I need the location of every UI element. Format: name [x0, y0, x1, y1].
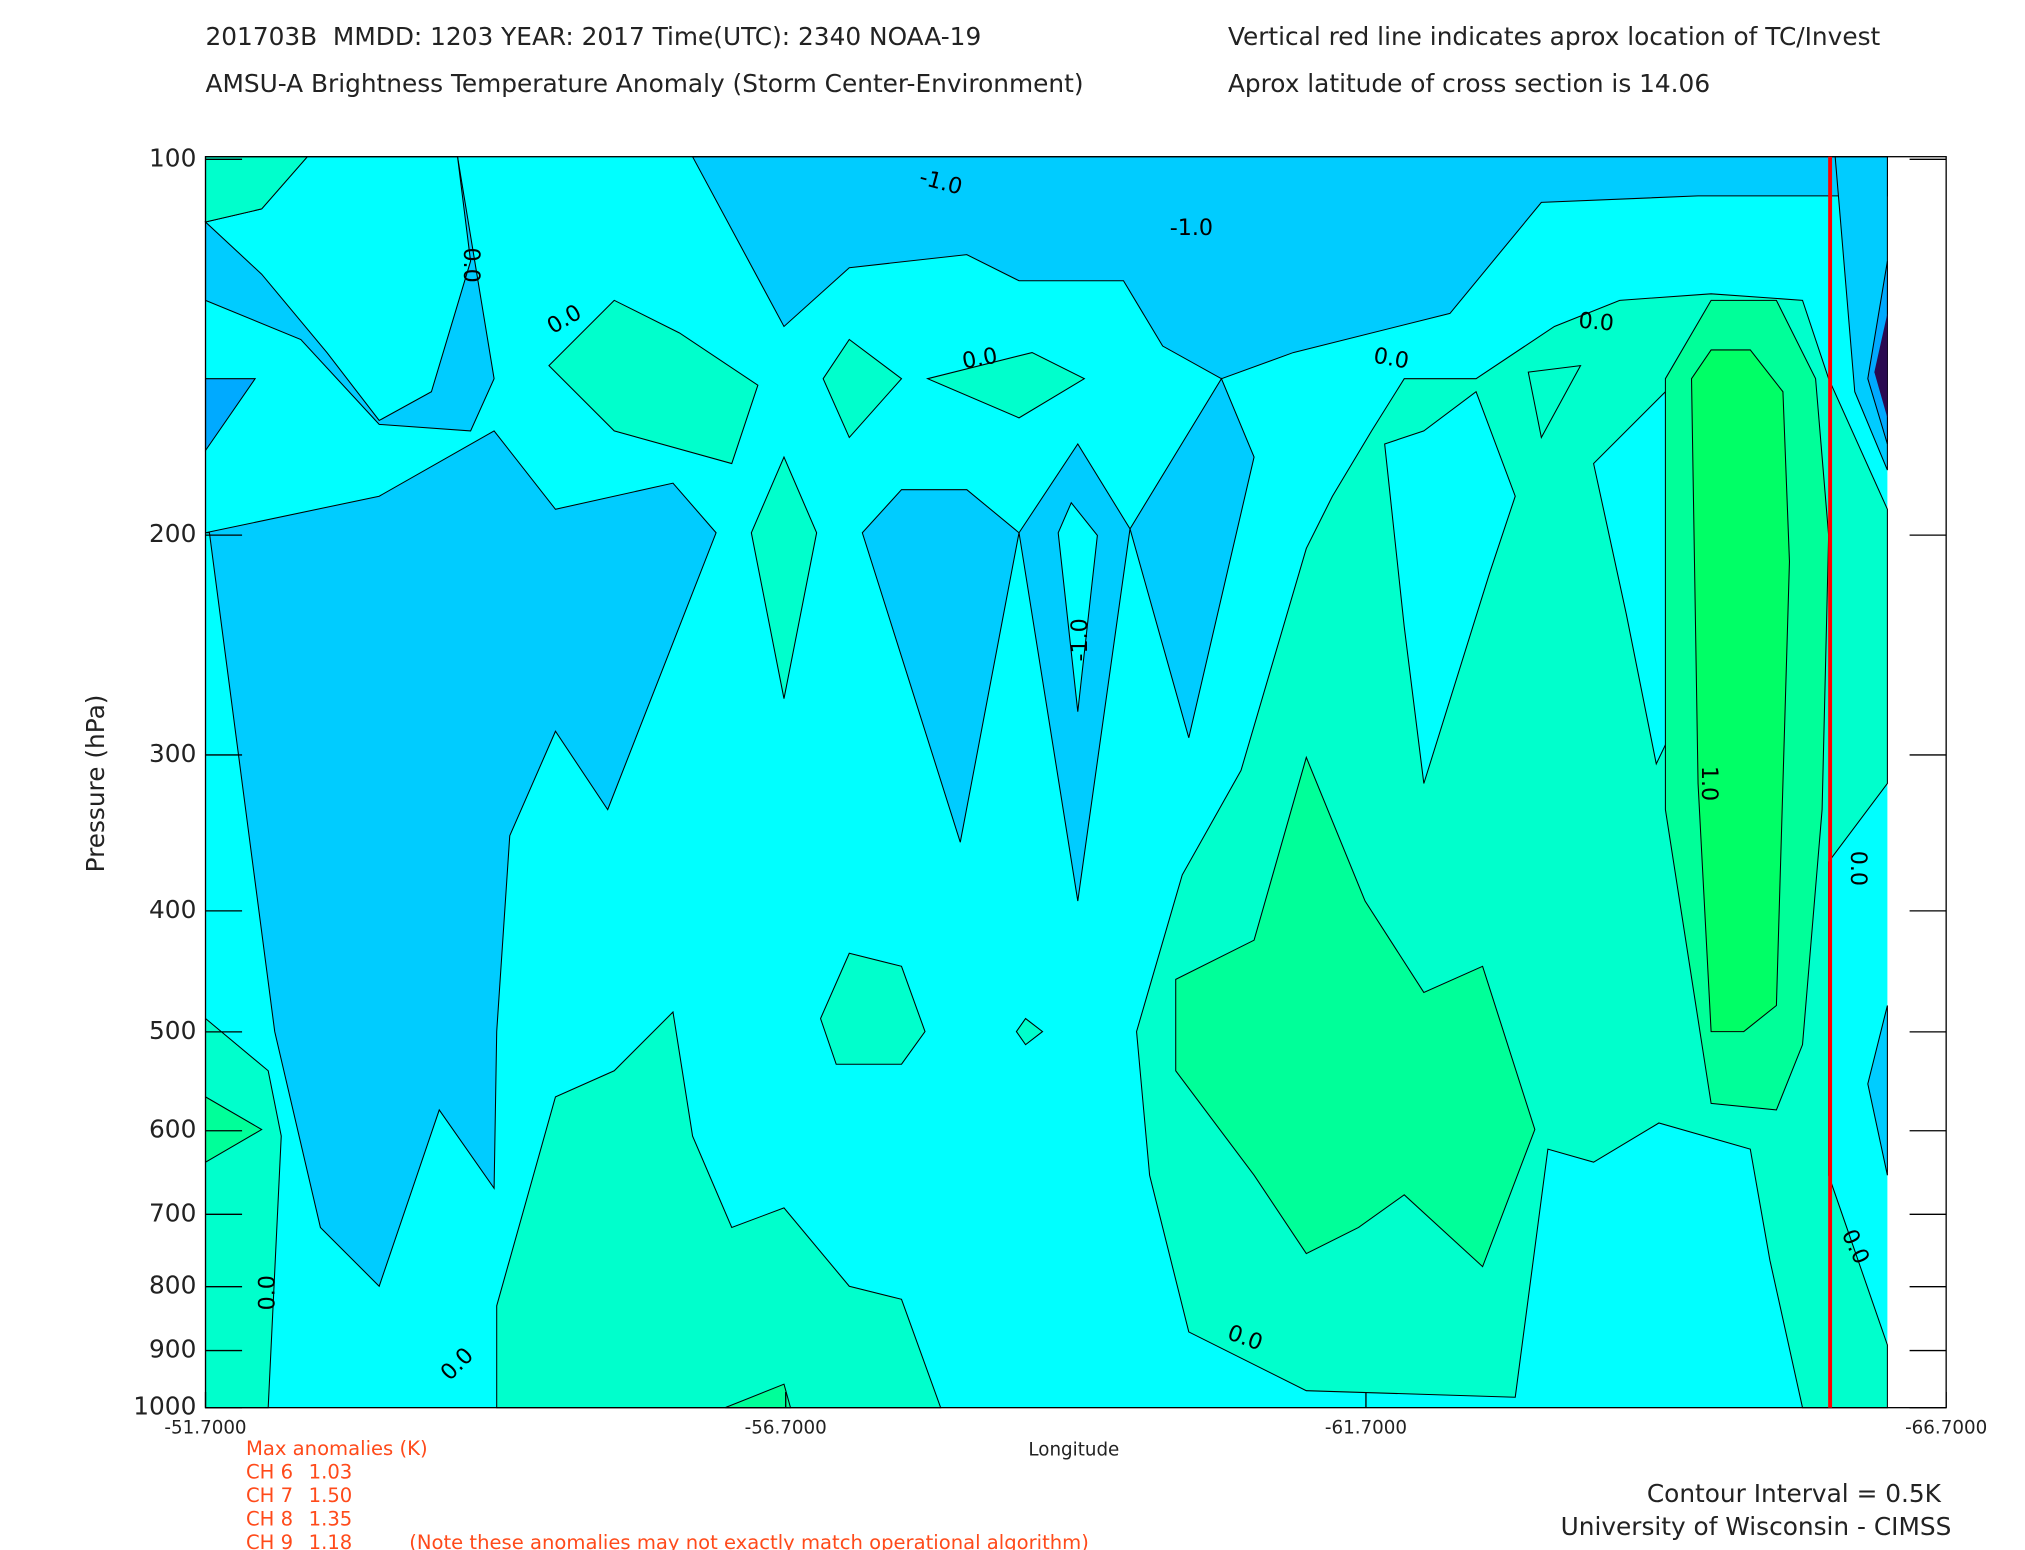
footer-text: Contour Interval = 0.5K	[1647, 1479, 1942, 1508]
anomaly-channel: CH 6	[246, 1460, 293, 1483]
anomaly-value: 1.03	[309, 1460, 353, 1483]
contour-region	[204, 1017, 282, 1409]
anomaly-value: 1.50	[309, 1484, 353, 1507]
anomaly-value: 1.35	[309, 1507, 353, 1530]
contour-region	[1867, 1005, 1888, 1176]
y-tick-label: 100	[149, 143, 196, 172]
anomaly-note: (Note these anomalies may not exactly ma…	[409, 1531, 1089, 1550]
contour-region	[1015, 1017, 1044, 1046]
contour-label: -1.0	[1170, 215, 1213, 241]
contour-label: -1.0	[1067, 618, 1093, 661]
y-tick-label: 800	[149, 1271, 196, 1300]
contour-region	[1175, 755, 1536, 1268]
header-text: Aprox latitude of cross section is 14.06	[1228, 69, 1710, 98]
x-tick-label: -66.7000	[1905, 1418, 1987, 1439]
plot-frame	[204, 156, 1947, 1409]
contour-region	[1384, 390, 1516, 784]
y-tick-label: 500	[149, 1016, 196, 1045]
header-text: 201703B MMDD: 1203 YEAR: 2017 Time(UTC):…	[206, 22, 982, 51]
contour-plot	[204, 156, 1888, 1409]
anomaly-channel: CH 9	[246, 1531, 293, 1550]
y-axis-label: Pressure (hPa)	[81, 695, 110, 873]
y-tick-label: 900	[149, 1335, 196, 1364]
contour-region	[1593, 390, 1673, 766]
y-tick-label: 200	[149, 519, 196, 548]
x-tick-label: -51.7000	[164, 1418, 246, 1439]
y-tick-label: 700	[149, 1198, 196, 1227]
y-tick-label: 300	[149, 739, 196, 768]
contour-label: 0.0	[1372, 343, 1411, 375]
contour-region	[861, 489, 1020, 843]
y-tick-label: 1000	[133, 1392, 196, 1421]
header-text: Vertical red line indicates aprox locati…	[1228, 22, 1881, 51]
contour-region	[819, 952, 926, 1065]
contour-region	[1527, 364, 1582, 439]
contour-region	[548, 299, 759, 465]
x-axis-label: Longitude	[1028, 1440, 1119, 1461]
contour-region	[750, 455, 818, 699]
contour-region	[925, 352, 1086, 419]
x-tick-label: -61.7000	[1325, 1418, 1407, 1439]
y-tick-label: 600	[149, 1115, 196, 1144]
contour-label: 0.0	[1845, 851, 1871, 886]
anomaly-channel: CH 8	[246, 1507, 293, 1530]
anomaly-title: Max anomalies (K)	[246, 1437, 428, 1460]
contour-label: 0.0	[1578, 308, 1615, 337]
header-text: AMSU-A Brightness Temperature Anomaly (S…	[206, 69, 1084, 98]
contour-label: 0.0	[255, 1275, 281, 1310]
contour-region	[822, 338, 903, 439]
contour-region	[205, 430, 717, 1288]
contour-region	[1129, 377, 1255, 738]
x-tick-label: -56.7000	[745, 1418, 827, 1439]
footer-text: University of Wisconsin - CIMSS	[1561, 1512, 1952, 1541]
contour-region	[1057, 501, 1098, 712]
anomaly-value: 1.18	[309, 1531, 353, 1550]
contour-region	[496, 1010, 942, 1409]
contour-region	[1690, 349, 1790, 1033]
contour-label: 1.0	[1696, 766, 1722, 801]
y-tick-label: 400	[149, 895, 196, 924]
contour-region	[1874, 313, 1888, 418]
contour-label: 0.0	[960, 343, 999, 375]
contour-label: 0.0	[458, 247, 484, 282]
anomaly-channel: CH 7	[246, 1484, 293, 1507]
